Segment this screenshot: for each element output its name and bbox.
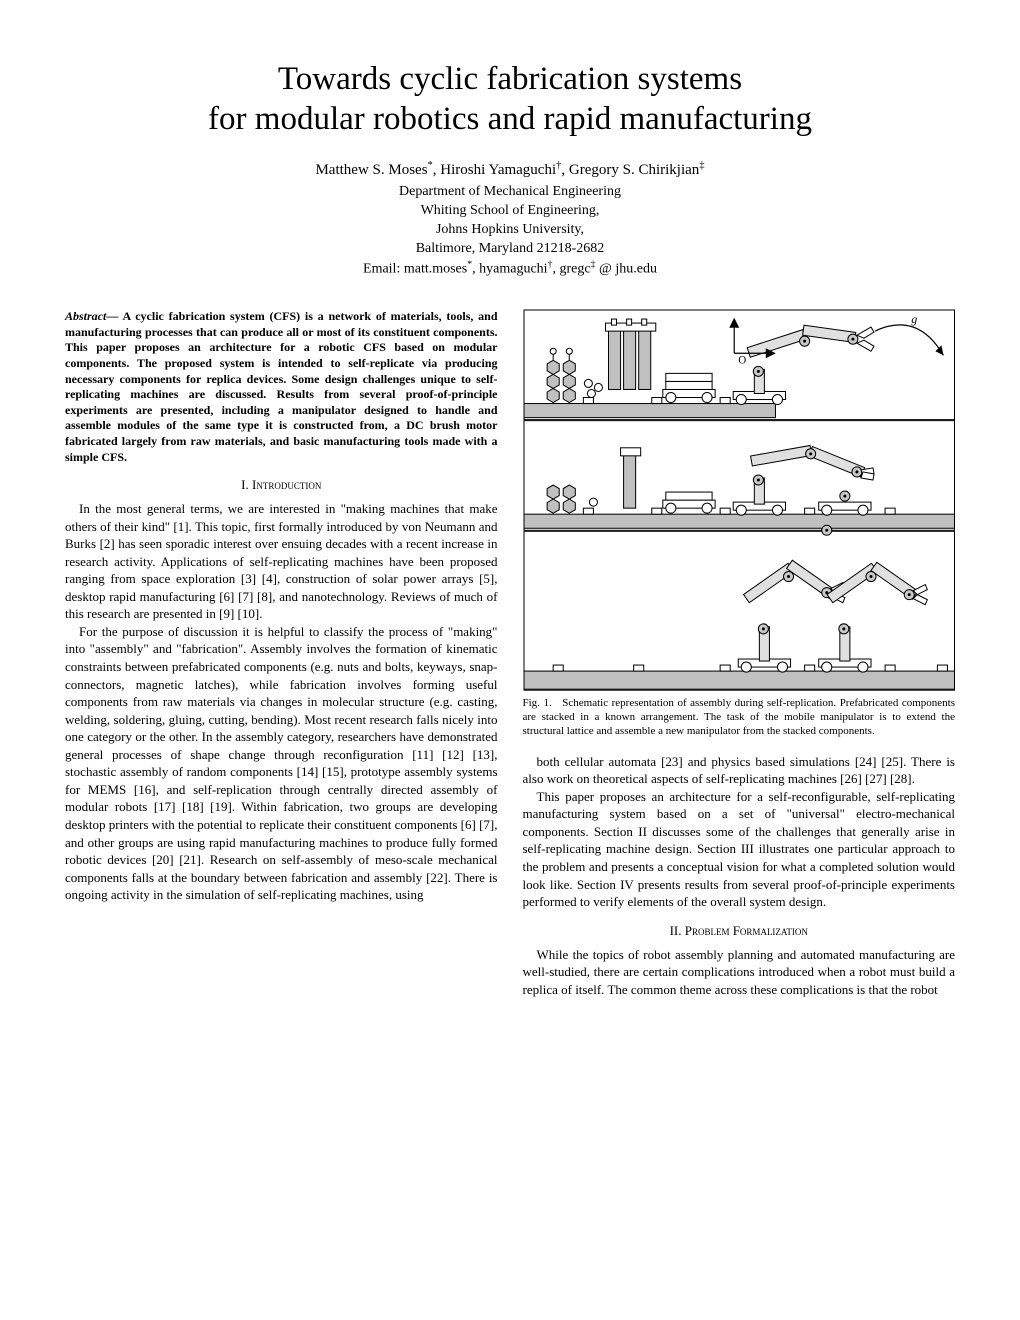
affiliation: Email: matt.moses*, hyamaguchi†, gregc‡ … bbox=[65, 259, 955, 279]
affiliation: Johns Hopkins University, bbox=[65, 221, 955, 239]
section-heading-problem: II. Problem Formalization bbox=[523, 923, 956, 940]
affiliation: Baltimore, Maryland 21218-2682 bbox=[65, 240, 955, 258]
body-paragraph: While the topics of robot assembly plann… bbox=[523, 946, 956, 999]
section-heading-intro: I. Introduction bbox=[65, 477, 498, 494]
figure-1-schematic: O g bbox=[523, 309, 956, 691]
body-paragraph: In the most general terms, we are intere… bbox=[65, 500, 498, 623]
right-column: O g bbox=[523, 309, 956, 998]
left-column: Abstract— A cyclic fabrication system (C… bbox=[65, 309, 498, 998]
figure-1-caption: Fig. 1. Schematic representation of asse… bbox=[523, 697, 956, 738]
body-paragraph: For the purpose of discussion it is help… bbox=[65, 623, 498, 904]
affiliation: Whiting School of Engineering, bbox=[65, 202, 955, 220]
authors-line: Matthew S. Moses*, Hiroshi Yamaguchi†, G… bbox=[65, 159, 955, 181]
svg-text:g: g bbox=[911, 312, 917, 326]
svg-text:O: O bbox=[738, 355, 746, 367]
abstract-block: Abstract— A cyclic fabrication system (C… bbox=[65, 309, 498, 465]
body-paragraph: both cellular automata [23] and physics … bbox=[523, 753, 956, 788]
body-paragraph: This paper proposes an architecture for … bbox=[523, 788, 956, 911]
paper-title: Towards cyclic fabrication systems for m… bbox=[65, 60, 955, 139]
affiliation: Department of Mechanical Engineering bbox=[65, 183, 955, 201]
